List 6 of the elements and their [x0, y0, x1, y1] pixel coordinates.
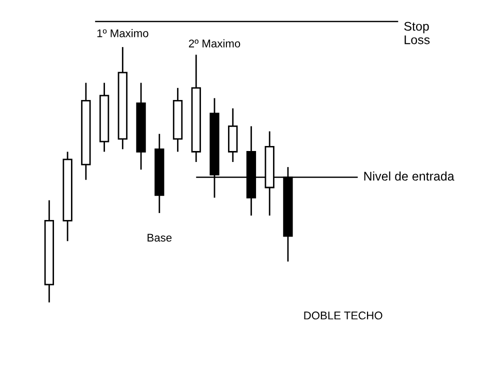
- annotation: Base: [148, 234, 172, 242]
- text: 1º Maximo: [97, 29, 148, 38]
- annotation: 2º Maximo: [188, 39, 240, 48]
- ref-line-label: Stop Loss: [404, 22, 430, 44]
- ref-line-label: Nivel de entrada: [364, 171, 454, 181]
- text: DOBLE TECHO: [304, 312, 382, 320]
